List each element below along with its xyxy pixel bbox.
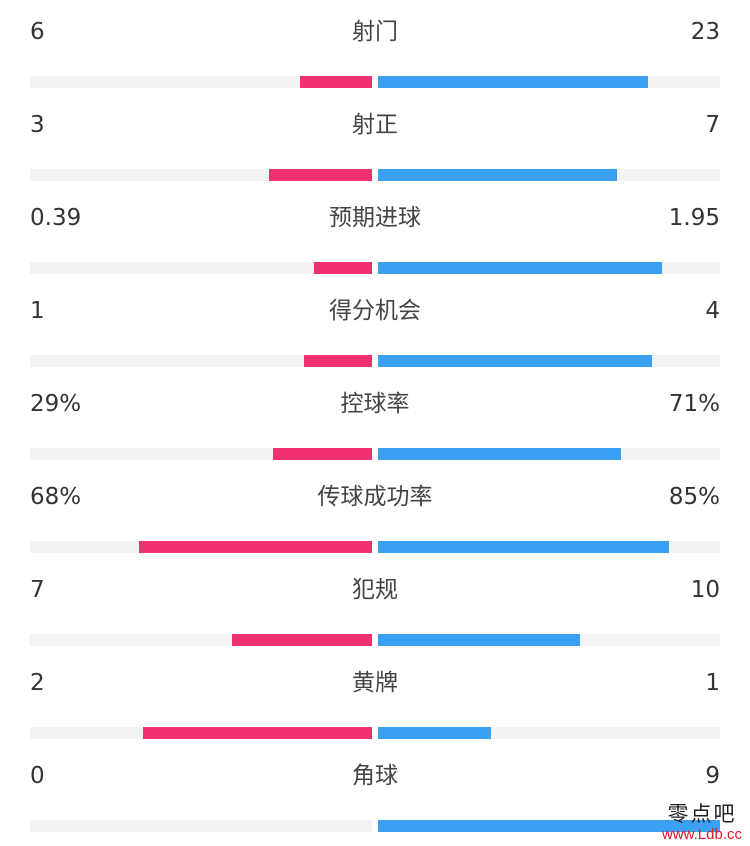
stat-label: 预期进球 bbox=[329, 205, 421, 231]
stat-label: 犯规 bbox=[352, 577, 398, 603]
stat-right-bar bbox=[378, 262, 662, 274]
stat-label: 射门 bbox=[352, 19, 398, 45]
stat-right-bar bbox=[378, 820, 720, 832]
stat-left-value: 0 bbox=[30, 763, 45, 789]
stat-right-bar bbox=[378, 541, 669, 553]
stat-left-value: 0.39 bbox=[30, 205, 82, 231]
stat-left-track bbox=[30, 355, 372, 367]
stat-left-bar bbox=[300, 76, 372, 88]
stat-label: 黄牌 bbox=[352, 670, 398, 696]
stat-right-value: 71% bbox=[668, 391, 720, 417]
stat-row: 1 得分机会 4 bbox=[0, 279, 750, 372]
stat-row: 6 射门 23 bbox=[0, 0, 750, 93]
stat-right-value: 85% bbox=[668, 484, 720, 510]
stat-label: 得分机会 bbox=[329, 298, 421, 324]
stat-right-track bbox=[378, 76, 720, 88]
stat-row: 0 角球 9 bbox=[0, 744, 750, 837]
stat-right-value: 10 bbox=[690, 577, 720, 603]
stat-right-bar bbox=[378, 76, 649, 88]
stat-label: 射正 bbox=[352, 112, 398, 138]
stat-right-track bbox=[378, 169, 720, 181]
stat-right-value: 7 bbox=[705, 112, 720, 138]
stat-right-value: 1.95 bbox=[668, 205, 720, 231]
stat-right-bar bbox=[378, 355, 652, 367]
stat-left-track bbox=[30, 448, 372, 460]
stat-left-track bbox=[30, 169, 372, 181]
stat-label: 传球成功率 bbox=[317, 484, 433, 510]
stat-left-bar bbox=[139, 541, 372, 553]
stat-left-track bbox=[30, 634, 372, 646]
stat-left-value: 6 bbox=[30, 19, 45, 45]
stat-left-value: 68% bbox=[30, 484, 82, 510]
stat-left-bar bbox=[231, 634, 372, 646]
stat-left-bar bbox=[313, 262, 372, 274]
stat-row: 3 射正 7 bbox=[0, 93, 750, 186]
stat-right-track bbox=[378, 541, 720, 553]
stat-right-track bbox=[378, 634, 720, 646]
stat-right-value: 23 bbox=[690, 19, 720, 45]
stat-right-track bbox=[378, 262, 720, 274]
stat-left-value: 7 bbox=[30, 577, 45, 603]
stat-row: 0.39 预期进球 1.95 bbox=[0, 186, 750, 279]
stat-left-track bbox=[30, 820, 372, 832]
stat-right-bar bbox=[378, 727, 491, 739]
stat-left-track bbox=[30, 727, 372, 739]
stat-right-value: 1 bbox=[705, 670, 720, 696]
stat-left-value: 3 bbox=[30, 112, 45, 138]
stat-left-bar bbox=[272, 448, 372, 460]
stat-right-track bbox=[378, 820, 720, 832]
stat-left-bar bbox=[303, 355, 372, 367]
stat-left-track bbox=[30, 262, 372, 274]
stat-right-value: 9 bbox=[705, 763, 720, 789]
stat-right-value: 4 bbox=[705, 298, 720, 324]
stat-right-bar bbox=[378, 634, 580, 646]
stat-right-bar bbox=[378, 448, 621, 460]
stat-row: 2 黄牌 1 bbox=[0, 651, 750, 744]
stat-right-track bbox=[378, 448, 720, 460]
stat-row: 7 犯规 10 bbox=[0, 558, 750, 651]
stat-right-track bbox=[378, 355, 720, 367]
stat-label: 角球 bbox=[352, 763, 398, 789]
stat-left-value: 1 bbox=[30, 298, 45, 324]
stat-row: 29% 控球率 71% bbox=[0, 372, 750, 465]
stat-left-track bbox=[30, 76, 372, 88]
stat-right-track bbox=[378, 727, 720, 739]
stat-left-bar bbox=[142, 727, 372, 739]
stat-row: 68% 传球成功率 85% bbox=[0, 465, 750, 558]
stat-left-value: 2 bbox=[30, 670, 45, 696]
stat-left-bar bbox=[269, 169, 372, 181]
stat-label: 控球率 bbox=[340, 391, 410, 417]
stat-left-value: 29% bbox=[30, 391, 82, 417]
stat-left-track bbox=[30, 541, 372, 553]
stat-right-bar bbox=[378, 169, 618, 181]
